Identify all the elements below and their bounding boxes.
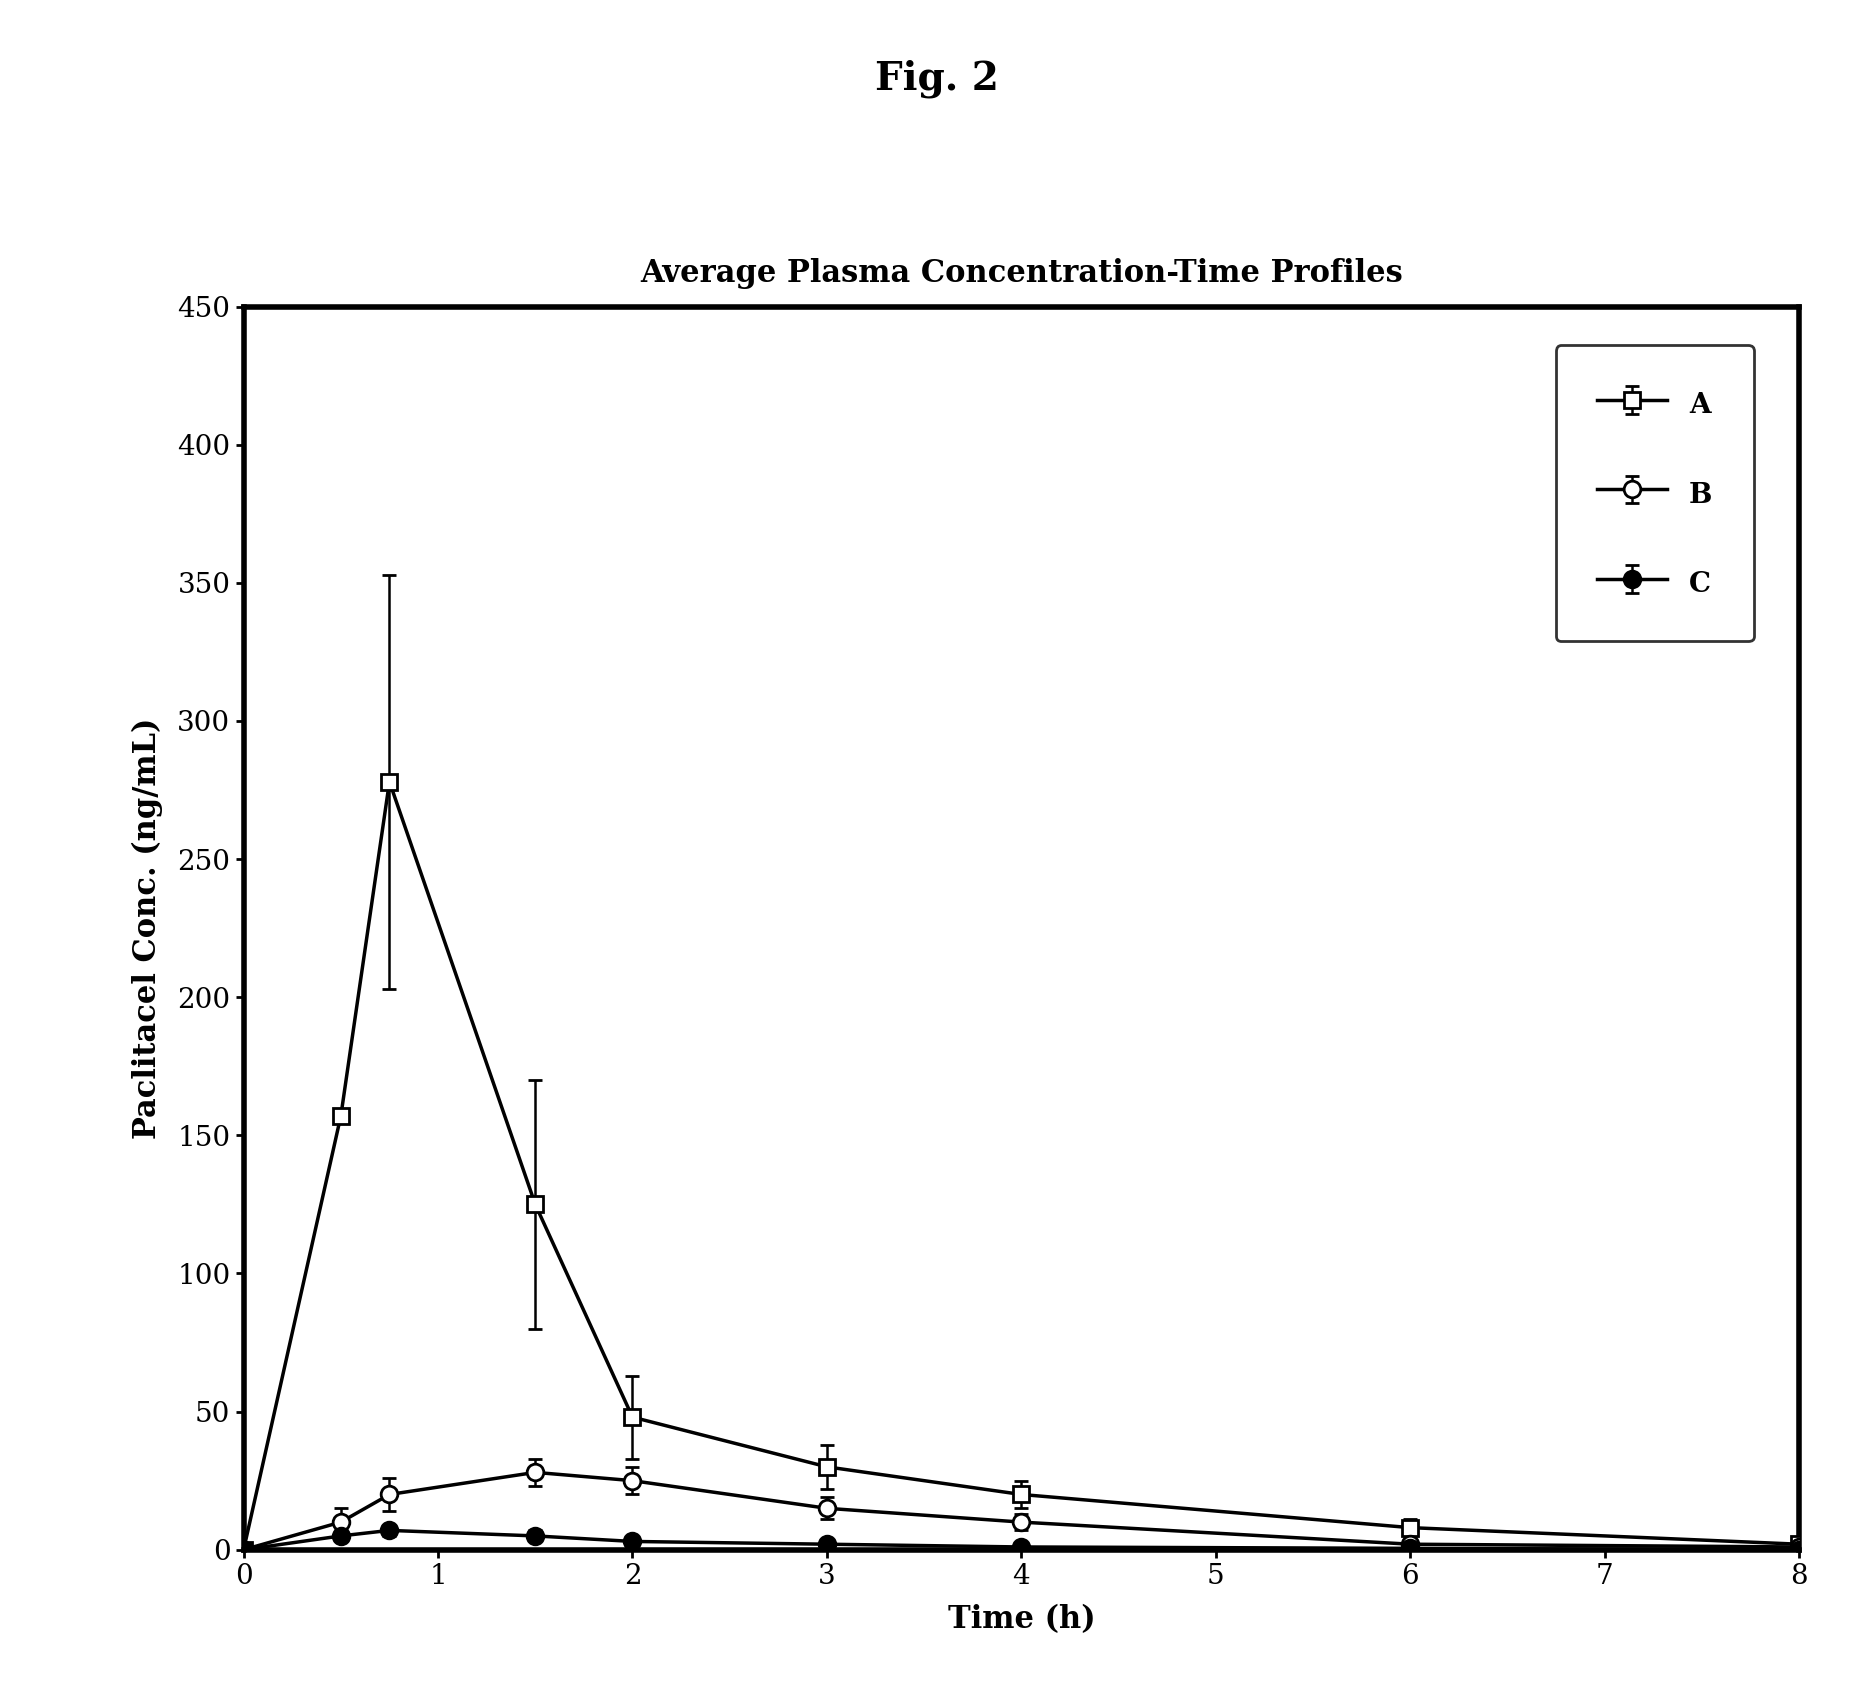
- X-axis label: Time (h): Time (h): [948, 1604, 1094, 1635]
- Y-axis label: Paclitacel Conc. (ng/mL): Paclitacel Conc. (ng/mL): [131, 717, 163, 1139]
- Text: Fig. 2: Fig. 2: [875, 60, 998, 99]
- Legend: A, B, C: A, B, C: [1555, 346, 1753, 642]
- Title: Average Plasma Concentration-Time Profiles: Average Plasma Concentration-Time Profil…: [639, 257, 1403, 288]
